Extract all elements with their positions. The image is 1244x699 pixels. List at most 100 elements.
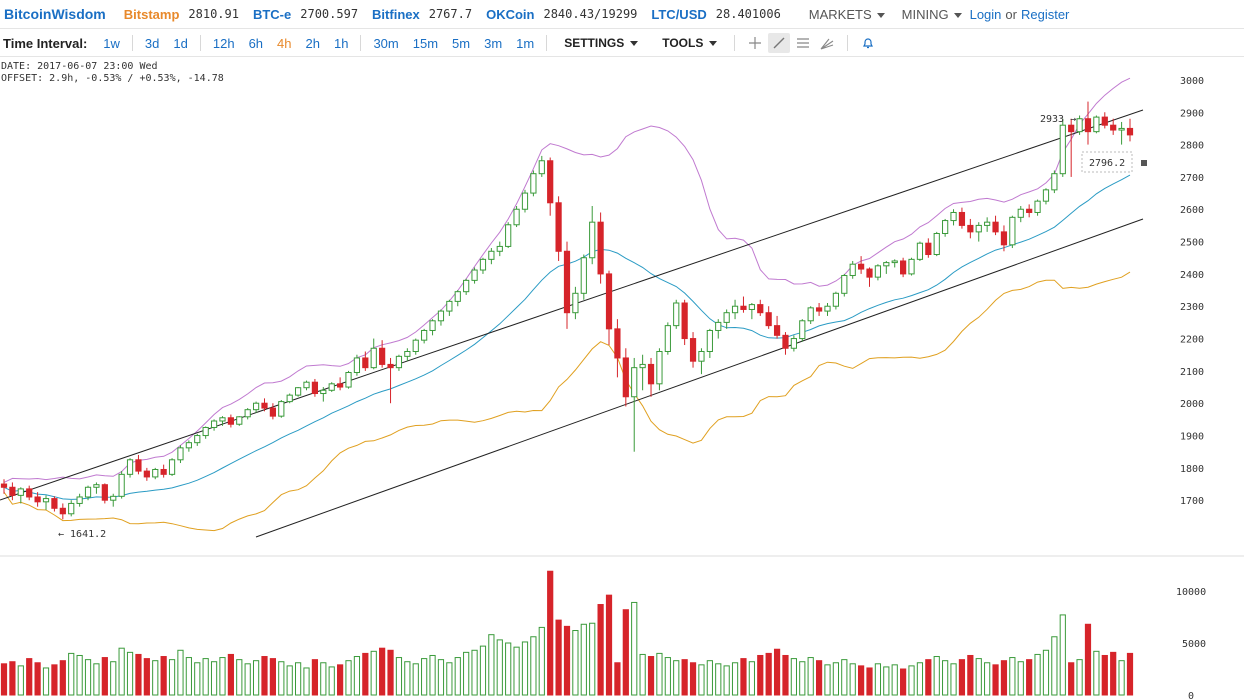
candle[interactable]	[866, 267, 873, 287]
volume-bar[interactable]	[942, 660, 949, 696]
candle[interactable]	[1051, 170, 1058, 194]
volume-bar[interactable]	[118, 647, 125, 696]
candle[interactable]	[757, 299, 764, 316]
candle[interactable]	[547, 157, 554, 216]
candle[interactable]	[210, 419, 218, 431]
volume-bar[interactable]	[925, 659, 932, 696]
volume-bar[interactable]	[59, 660, 66, 696]
volume-bar[interactable]	[320, 662, 327, 696]
volume-bar[interactable]	[395, 657, 403, 696]
volume-bar[interactable]	[975, 658, 982, 696]
volume-bar[interactable]	[219, 657, 226, 696]
volume-bar[interactable]	[1026, 659, 1033, 696]
candle[interactable]	[1042, 188, 1050, 205]
volume-bar[interactable]	[908, 665, 915, 696]
volume-bar[interactable]	[185, 657, 192, 696]
candle[interactable]	[412, 338, 419, 355]
candle[interactable]	[689, 332, 697, 368]
candle[interactable]	[731, 299, 739, 320]
volume-bar[interactable]	[547, 570, 554, 696]
volume-bar[interactable]	[328, 666, 335, 696]
candle[interactable]	[152, 467, 159, 480]
volume-bar[interactable]	[412, 663, 419, 696]
candle[interactable]	[1017, 206, 1024, 223]
candle[interactable]	[1076, 115, 1083, 135]
candle[interactable]	[160, 464, 167, 478]
volume-bar[interactable]	[9, 661, 16, 696]
volume-bar[interactable]	[748, 661, 755, 696]
candle[interactable]	[555, 196, 562, 261]
volume-bar[interactable]	[1068, 662, 1075, 696]
volume-bar[interactable]	[496, 639, 503, 696]
volume-bar[interactable]	[958, 659, 966, 696]
candle[interactable]	[227, 414, 234, 428]
volume-bar[interactable]	[555, 619, 562, 696]
volume-bar[interactable]	[1059, 614, 1066, 696]
candle[interactable]	[1026, 204, 1033, 218]
volume-bar[interactable]	[563, 625, 571, 696]
candle[interactable]	[143, 467, 150, 481]
settings-menu[interactable]: SETTINGS	[564, 36, 639, 50]
interval-12h[interactable]: 12h	[212, 35, 235, 51]
candle[interactable]	[530, 170, 537, 197]
candle[interactable]	[597, 212, 604, 284]
candle[interactable]	[832, 291, 840, 310]
exchange-name-bitstamp[interactable]: Bitstamp	[123, 6, 180, 22]
volume-bar[interactable]	[488, 634, 495, 696]
candle[interactable]	[563, 241, 571, 329]
volume-bar[interactable]	[227, 653, 234, 696]
candle[interactable]	[379, 340, 386, 368]
interval-3m[interactable]: 3m	[484, 35, 503, 51]
volume-bar[interactable]	[479, 645, 487, 696]
volume-bar[interactable]	[513, 646, 520, 696]
volume-bar[interactable]	[597, 604, 604, 696]
volume-bar[interactable]	[673, 660, 680, 696]
candle[interactable]	[387, 357, 394, 404]
volume-bar[interactable]	[370, 650, 377, 696]
candle[interactable]	[286, 393, 293, 404]
volume-bar[interactable]	[765, 652, 772, 696]
volume-bar[interactable]	[1009, 657, 1016, 696]
candle[interactable]	[194, 433, 201, 446]
candle[interactable]	[320, 387, 327, 402]
candle[interactable]	[673, 299, 680, 329]
volume-bar[interactable]	[891, 664, 898, 696]
volume-bar[interactable]	[857, 665, 865, 696]
volume-bar[interactable]	[580, 623, 587, 696]
candle[interactable]	[614, 319, 621, 378]
volume-bar[interactable]	[26, 658, 33, 696]
volume-bar[interactable]	[757, 654, 764, 696]
volume-bar[interactable]	[530, 636, 537, 696]
channel-lower-line[interactable]	[255, 218, 1144, 538]
volume-bar[interactable]	[294, 662, 302, 696]
interval-6h[interactable]: 6h	[248, 35, 264, 51]
volume-bar[interactable]	[992, 664, 999, 696]
volume-bar[interactable]	[681, 659, 688, 696]
volume-bar[interactable]	[135, 653, 142, 696]
candle[interactable]	[337, 377, 344, 391]
volume-bar[interactable]	[622, 609, 629, 696]
volume-bar[interactable]	[244, 663, 251, 696]
candle[interactable]	[488, 248, 495, 265]
volume-bar[interactable]	[916, 662, 924, 696]
markets-menu[interactable]: MARKETS	[809, 7, 885, 22]
bell-icon[interactable]	[857, 33, 879, 53]
volume-bar[interactable]	[639, 653, 646, 696]
candle[interactable]	[782, 332, 789, 355]
candle[interactable]	[572, 286, 579, 320]
candle[interactable]	[496, 241, 503, 257]
candle[interactable]	[34, 492, 41, 507]
candle[interactable]	[1000, 225, 1008, 252]
volume-bar[interactable]	[605, 594, 613, 696]
candle[interactable]	[916, 241, 924, 261]
candle[interactable]	[1009, 215, 1016, 249]
tools-menu[interactable]: TOOLS	[662, 36, 718, 50]
candle[interactable]	[1059, 118, 1066, 177]
volume-bar[interactable]	[723, 665, 730, 696]
candle[interactable]	[715, 319, 722, 339]
candle[interactable]	[177, 445, 184, 464]
fibonacci-icon[interactable]	[792, 33, 814, 53]
candle[interactable]	[370, 338, 377, 370]
volume-bar[interactable]	[252, 660, 260, 696]
register-link[interactable]: Register	[1020, 6, 1070, 22]
